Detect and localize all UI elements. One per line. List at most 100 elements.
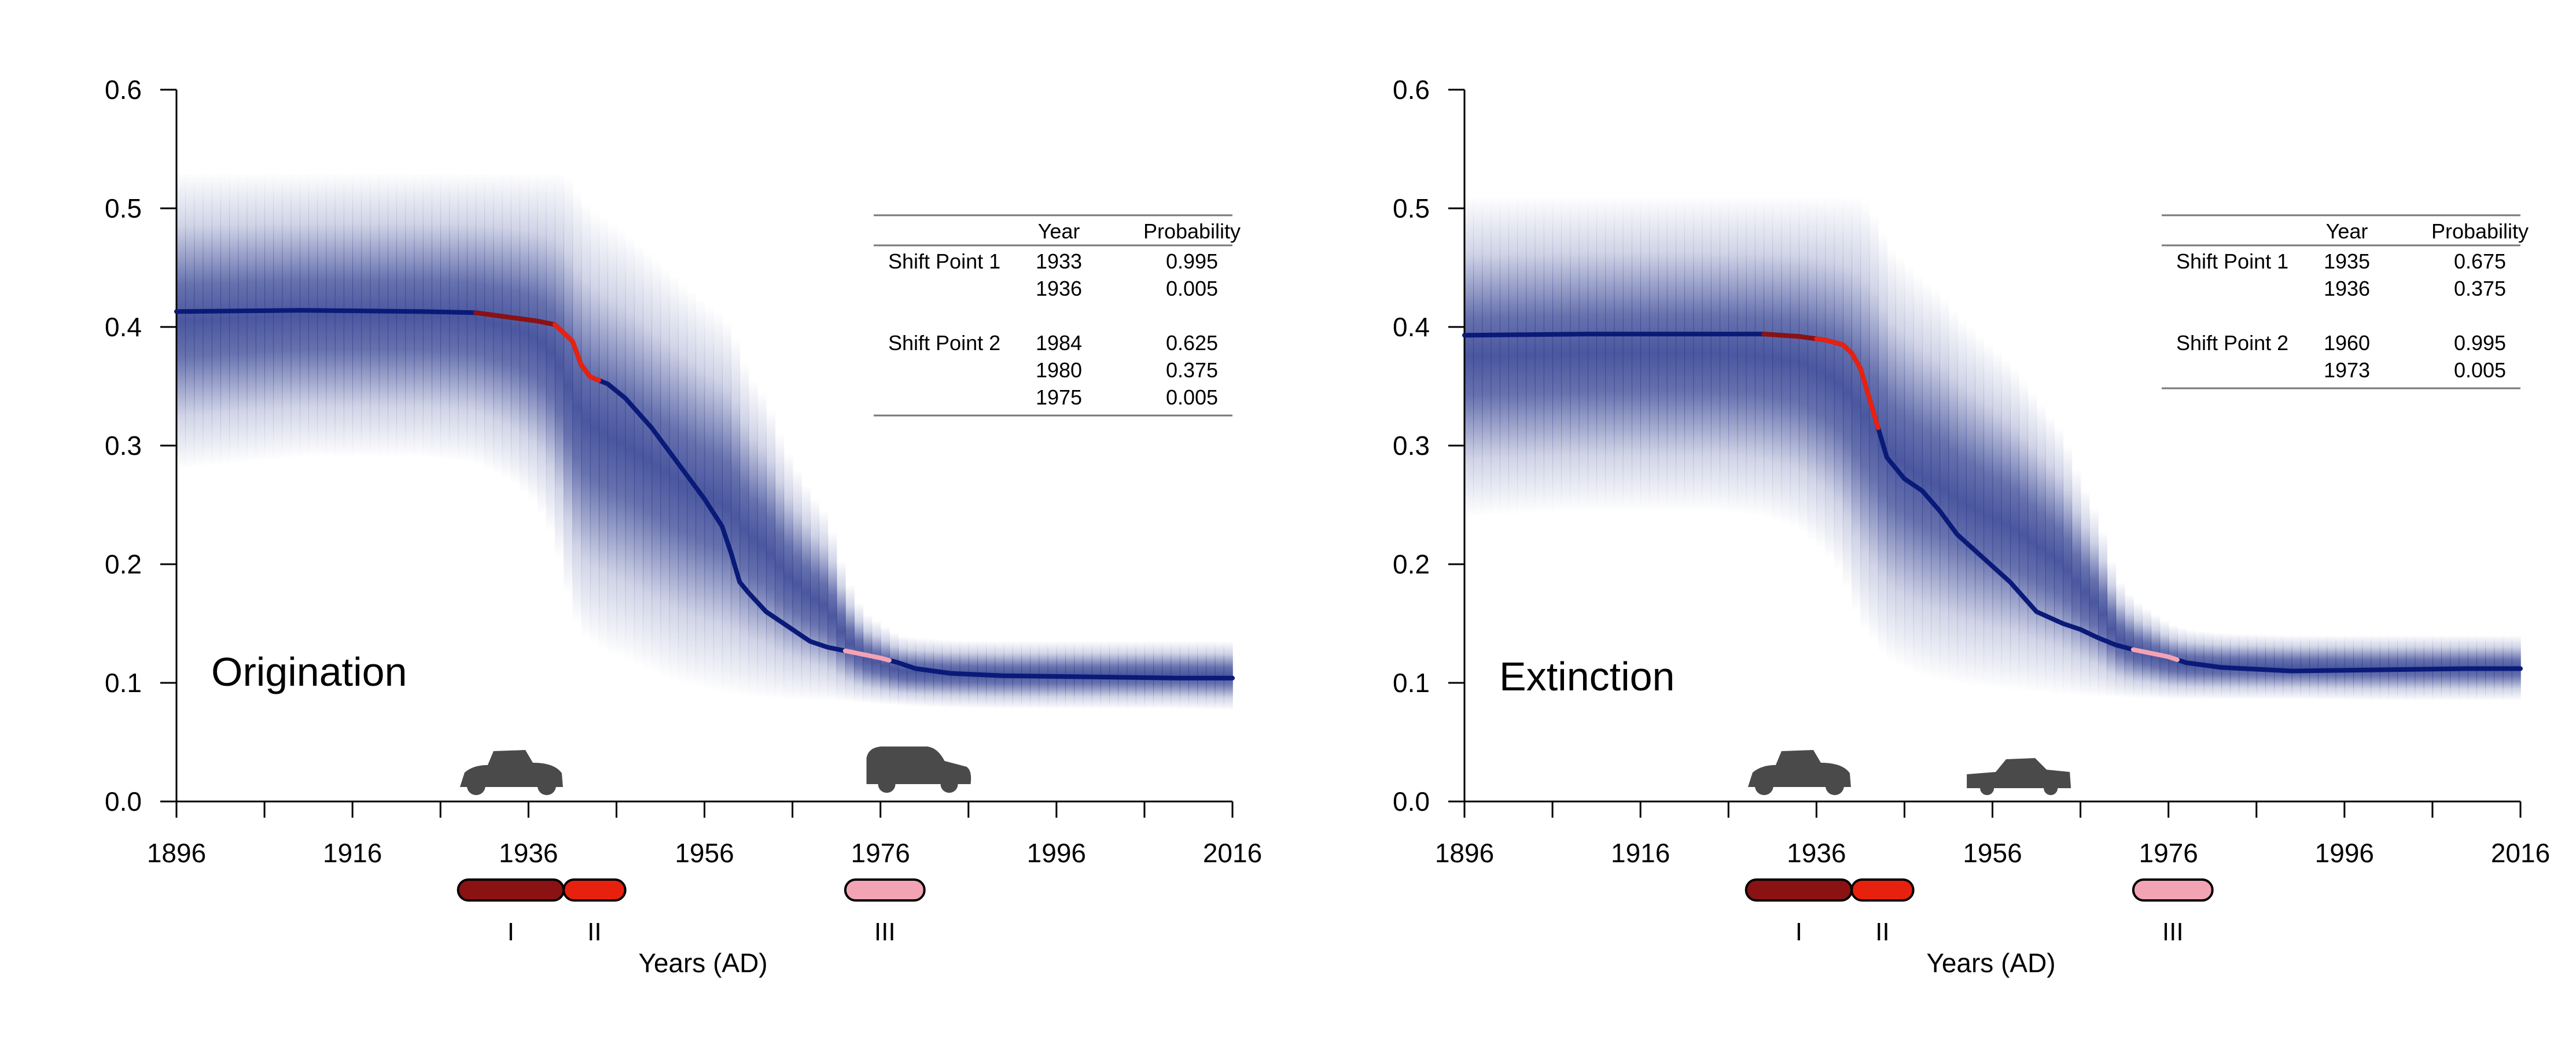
band-strip [449,172,459,461]
band-strip [2019,380,2029,692]
phase-bar-ii [562,878,627,902]
x-tick-label: 1956 [675,838,734,868]
car-silhouette-icon [459,750,563,795]
car-silhouette-icon [1967,758,2071,795]
table-cell: 0.375 [1166,358,1218,382]
band-strip [669,275,679,681]
table-cell: Shift Point 1 [888,249,1000,273]
band-strip [238,172,248,464]
band-strip [1596,196,1606,511]
band-strip [1640,196,1650,511]
band-strip [1526,196,1536,514]
table-cell: 1973 [2324,358,2370,382]
band-strip [1720,196,1729,513]
band-strip [1737,196,1747,514]
band-strip [1764,196,1773,518]
band-strip [757,392,767,698]
band-strip [1587,196,1597,511]
segment-phase-iii [2130,647,2180,663]
band-strip [1197,641,1207,709]
band-strip [581,202,591,639]
band-strip [352,172,362,458]
table-cell: 1933 [1036,249,1082,273]
y-tick-label: 0.4 [1393,312,1430,342]
band-strip [2318,635,2328,700]
car-silhouette-icon [1747,750,1851,795]
band-strip [713,312,723,692]
band-strip [880,626,890,705]
band-strip [792,469,802,700]
band-strip [510,172,520,486]
table-cell: 1984 [1036,331,1082,355]
x-tick-label: 1896 [1435,838,1494,868]
band-strip [1754,196,1764,517]
band-strip [458,172,468,462]
band-strip [1666,196,1676,511]
band-strip [2010,368,2019,690]
band-strip [863,615,873,704]
band-strip [1622,196,1632,511]
band-strip [2256,634,2266,700]
band-strip [616,229,626,658]
band-strip [1482,196,1492,516]
table-header: Year [1038,219,1080,243]
x-tick-label: 1976 [851,838,910,868]
band-strip [422,172,432,458]
band-strip [1552,196,1562,513]
band-strip [264,172,274,461]
segment-phase-i [1761,332,1819,341]
band-strip [466,172,476,463]
table-cell: 0.005 [2454,358,2506,382]
band-strip [255,172,265,462]
table-cell: Shift Point 2 [2176,331,2288,355]
car-body [1747,750,1851,787]
table-header: Probability [1143,219,1241,243]
band-strip [572,190,582,624]
y-tick-label: 0.5 [105,193,142,223]
band-strip [1983,343,1993,688]
band-strip [1215,641,1224,710]
band-strip [493,172,503,475]
phase-bar-iii [2132,878,2214,902]
band-strip [1162,641,1172,709]
band-strip [554,172,564,558]
band-strip [748,380,758,698]
x-tick-label: 1916 [1611,838,1670,868]
band-strip [1144,641,1154,709]
band-strip [1860,202,1870,630]
band-strip [282,172,292,459]
band-strip [2089,508,2099,697]
band-strip [476,172,485,466]
band-strip [915,638,925,707]
band-strip [1473,196,1483,516]
band-strip [827,531,837,701]
band-strip [2309,635,2319,700]
phase-bar-ii [1850,878,1915,902]
band-strip [537,172,547,514]
band-strip [722,321,731,694]
band-strip [2080,490,2090,697]
y-tick-label: 0.2 [105,549,142,579]
band-strip [2045,415,2055,694]
band-strip [660,267,670,677]
band-strip [1798,196,1808,533]
band-strip [1816,196,1826,549]
band-strip [1171,641,1180,709]
band-strip [396,172,406,458]
band-strip [308,172,318,458]
band-strip [2027,392,2037,692]
car-wheel [1754,777,1773,795]
band-strip [2274,635,2284,700]
band-strip [2159,620,2169,700]
band-strip [1561,196,1571,512]
band-strip [608,223,617,655]
band-strip [1543,196,1553,513]
band-strip [564,178,573,594]
band-strip [819,510,829,701]
band-strip [2177,628,2187,700]
phase-bar-i [1745,878,1853,902]
band-strip [1223,641,1233,710]
band-strip [1127,641,1136,709]
band-strip [2168,625,2178,700]
x-tick-label: 1996 [2315,838,2374,868]
